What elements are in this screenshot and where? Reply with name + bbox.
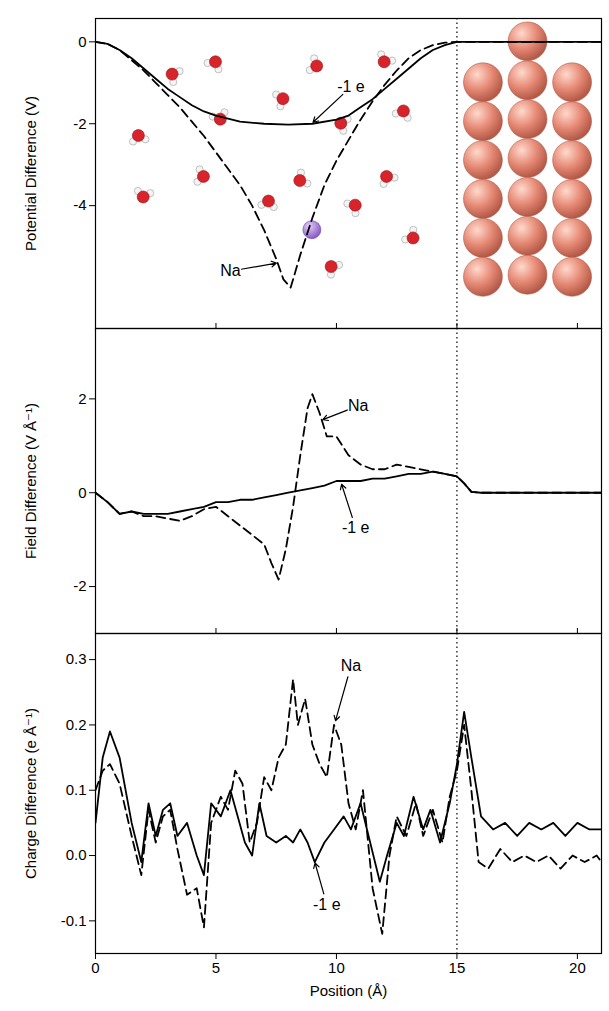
svg-text:20: 20 bbox=[569, 959, 586, 976]
svg-text:0: 0 bbox=[78, 484, 86, 501]
svg-text:Charge Difference (e Å⁻¹): Charge Difference (e Å⁻¹) bbox=[22, 708, 39, 879]
svg-text:2: 2 bbox=[78, 390, 86, 407]
svg-text:-4: -4 bbox=[73, 196, 86, 213]
svg-text:0: 0 bbox=[91, 959, 99, 976]
svg-text:0.2: 0.2 bbox=[66, 716, 87, 733]
svg-text:Na: Na bbox=[348, 397, 369, 414]
svg-text:Potential Difference (V): Potential Difference (V) bbox=[22, 96, 39, 251]
svg-text:0: 0 bbox=[78, 33, 86, 50]
svg-text:Field Difference (V Å⁻¹): Field Difference (V Å⁻¹) bbox=[22, 403, 39, 559]
svg-text:-1 e: -1 e bbox=[337, 78, 365, 95]
svg-text:15: 15 bbox=[449, 959, 466, 976]
svg-text:Position (Å): Position (Å) bbox=[310, 982, 388, 999]
svg-text:10: 10 bbox=[328, 959, 345, 976]
svg-text:-2: -2 bbox=[73, 577, 86, 594]
svg-text:Na: Na bbox=[341, 657, 362, 674]
svg-text:0.1: 0.1 bbox=[66, 781, 87, 798]
svg-text:0.0: 0.0 bbox=[66, 846, 87, 863]
svg-text:5: 5 bbox=[212, 959, 220, 976]
svg-text:-2: -2 bbox=[73, 115, 86, 132]
svg-text:-1 e: -1 e bbox=[313, 896, 341, 913]
svg-text:Na: Na bbox=[220, 262, 241, 279]
svg-text:-1 e: -1 e bbox=[342, 519, 370, 536]
svg-text:0.3: 0.3 bbox=[66, 650, 87, 667]
svg-text:-0.1: -0.1 bbox=[61, 912, 87, 929]
